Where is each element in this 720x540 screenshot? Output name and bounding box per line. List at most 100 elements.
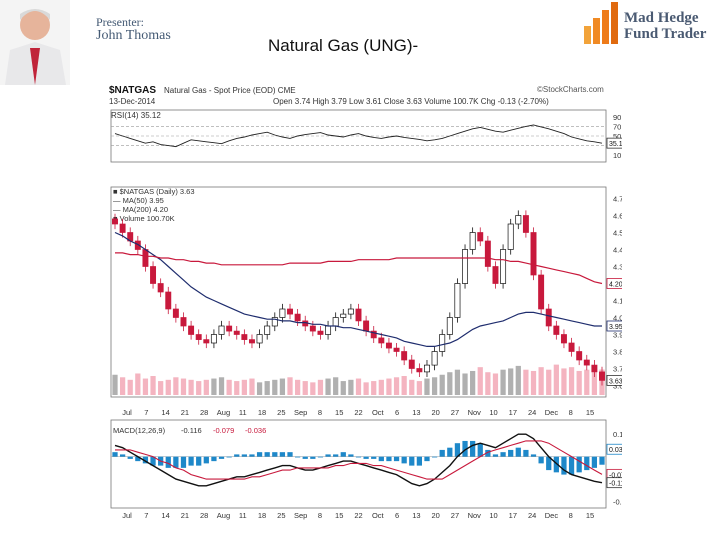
- price-candle: [484, 240, 491, 267]
- price-candle: [279, 308, 286, 318]
- volume-bar: [135, 373, 141, 395]
- volume-bar: [424, 378, 430, 395]
- price-candle: [218, 325, 225, 335]
- rsi-badge-box: [606, 137, 622, 149]
- macd-histogram-bar: [325, 454, 331, 457]
- x-tick-label-bottom: Nov: [468, 511, 482, 520]
- macd-histogram-bar: [188, 456, 194, 466]
- rsi-tick-label: 10: [613, 151, 621, 160]
- rsi-panel: 907050301035.12: [111, 113, 622, 160]
- x-tick-label: 14: [161, 408, 169, 417]
- price-tick-label: 4.7: [613, 195, 622, 204]
- macd-histogram-bar: [462, 440, 468, 457]
- x-tick-label-bottom: 22: [354, 511, 362, 520]
- macd-badge-box: [606, 477, 622, 489]
- x-tick-label-bottom: 21: [181, 511, 189, 520]
- price-candle: [500, 249, 507, 284]
- macd-badge: 0.033: [609, 447, 622, 454]
- x-tick-label: 21: [181, 408, 189, 417]
- price-candle: [439, 334, 446, 352]
- x-tick-label-bottom: 20: [431, 511, 439, 520]
- macd-histogram-bar: [508, 449, 514, 457]
- x-tick-label: 8: [569, 408, 573, 417]
- chart-quote: Open 3.74 High 3.79 Low 3.61 Close 3.63 …: [273, 97, 549, 106]
- price-badge-box: [606, 320, 622, 332]
- volume-bar: [340, 381, 346, 395]
- x-tick-label-bottom: Dec: [545, 511, 559, 520]
- volume-bar: [142, 378, 149, 395]
- macd-histogram-bar: [295, 456, 301, 458]
- presenter-role: Presenter:: [96, 15, 144, 29]
- price-legend-item: — MA(50) 3.95: [113, 196, 164, 205]
- volume-bar: [325, 378, 331, 395]
- volume-bar: [568, 367, 575, 395]
- macd-histogram-bar: [538, 456, 544, 464]
- x-tick-label-bottom: 6: [395, 511, 399, 520]
- x-tick-label-bottom: Aug: [217, 511, 230, 520]
- macd-histogram-bar: [180, 456, 187, 468]
- macd-histogram-bar: [431, 456, 438, 458]
- price-candle: [271, 317, 278, 327]
- volume-bar: [371, 381, 377, 395]
- price-candle: [142, 249, 149, 267]
- volume-bar: [158, 381, 164, 395]
- volume-bar: [310, 382, 316, 395]
- x-tick-label-bottom: 10: [489, 511, 497, 520]
- price-candle: [515, 215, 522, 225]
- price-tick-label: 4.3: [613, 263, 622, 272]
- volume-bar: [363, 382, 369, 395]
- x-tick-label: 6: [395, 408, 399, 417]
- price-candle: [241, 334, 248, 340]
- bar-logo-icon: [584, 2, 618, 44]
- volume-bar: [386, 378, 392, 395]
- volume-bar: [119, 377, 126, 395]
- volume-bar: [272, 379, 278, 395]
- volume-bar: [439, 374, 445, 395]
- price-candle: [287, 308, 293, 315]
- macd-histogram-bar: [515, 447, 521, 457]
- x-tick-label: 8: [318, 408, 322, 417]
- volume-bar: [538, 367, 544, 395]
- price-candle: [378, 337, 385, 344]
- volume-bar: [470, 370, 476, 395]
- volume-bar: [295, 379, 301, 395]
- x-tick-label-bottom: 24: [528, 511, 536, 520]
- chart-date: 13-Dec-2014: [109, 97, 156, 106]
- macd-histogram-bar: [348, 454, 354, 457]
- volume-bar: [249, 378, 255, 395]
- price-badge: 4.20: [609, 282, 622, 289]
- macd-histogram-bar: [363, 456, 369, 459]
- price-candle: [256, 334, 263, 344]
- price-candle: [462, 249, 469, 284]
- volume-bar: [234, 381, 240, 395]
- macd-histogram-bar: [211, 456, 217, 462]
- price-badge: 3.95: [609, 324, 622, 331]
- macd-histogram-bar: [142, 456, 149, 464]
- macd-histogram-bar: [279, 452, 286, 457]
- price-candle: [150, 266, 157, 284]
- volume-bar: [211, 378, 217, 395]
- volume-bar: [256, 382, 263, 395]
- price-candle: [294, 313, 301, 322]
- macd-histogram-bar: [424, 456, 430, 462]
- price-candle: [264, 325, 271, 335]
- x-tick-label-bottom: 15: [586, 511, 594, 520]
- brand-line-2: Fund Trader: [624, 26, 707, 42]
- price-candle: [347, 308, 354, 315]
- chart-frames: [110, 109, 607, 509]
- macd-histogram-bar: [439, 449, 445, 457]
- volume-bar: [508, 368, 514, 395]
- x-tick-label: 27: [451, 408, 459, 417]
- macd-legend-value: -0.116: [181, 426, 202, 435]
- price-candle: [172, 308, 179, 318]
- price-candle: [492, 266, 499, 284]
- volume-bar: [241, 379, 247, 395]
- macd-histogram-bar: [317, 456, 324, 458]
- macd-histogram-bar: [226, 456, 232, 458]
- macd-histogram-bar: [196, 456, 202, 466]
- macd-histogram-bar: [150, 456, 156, 466]
- macd-histogram-bar: [333, 454, 339, 457]
- x-tick-label: 22: [354, 408, 362, 417]
- macd-histogram-bar: [492, 454, 499, 457]
- price-legend-item: — MA(200) 4.20: [113, 205, 168, 214]
